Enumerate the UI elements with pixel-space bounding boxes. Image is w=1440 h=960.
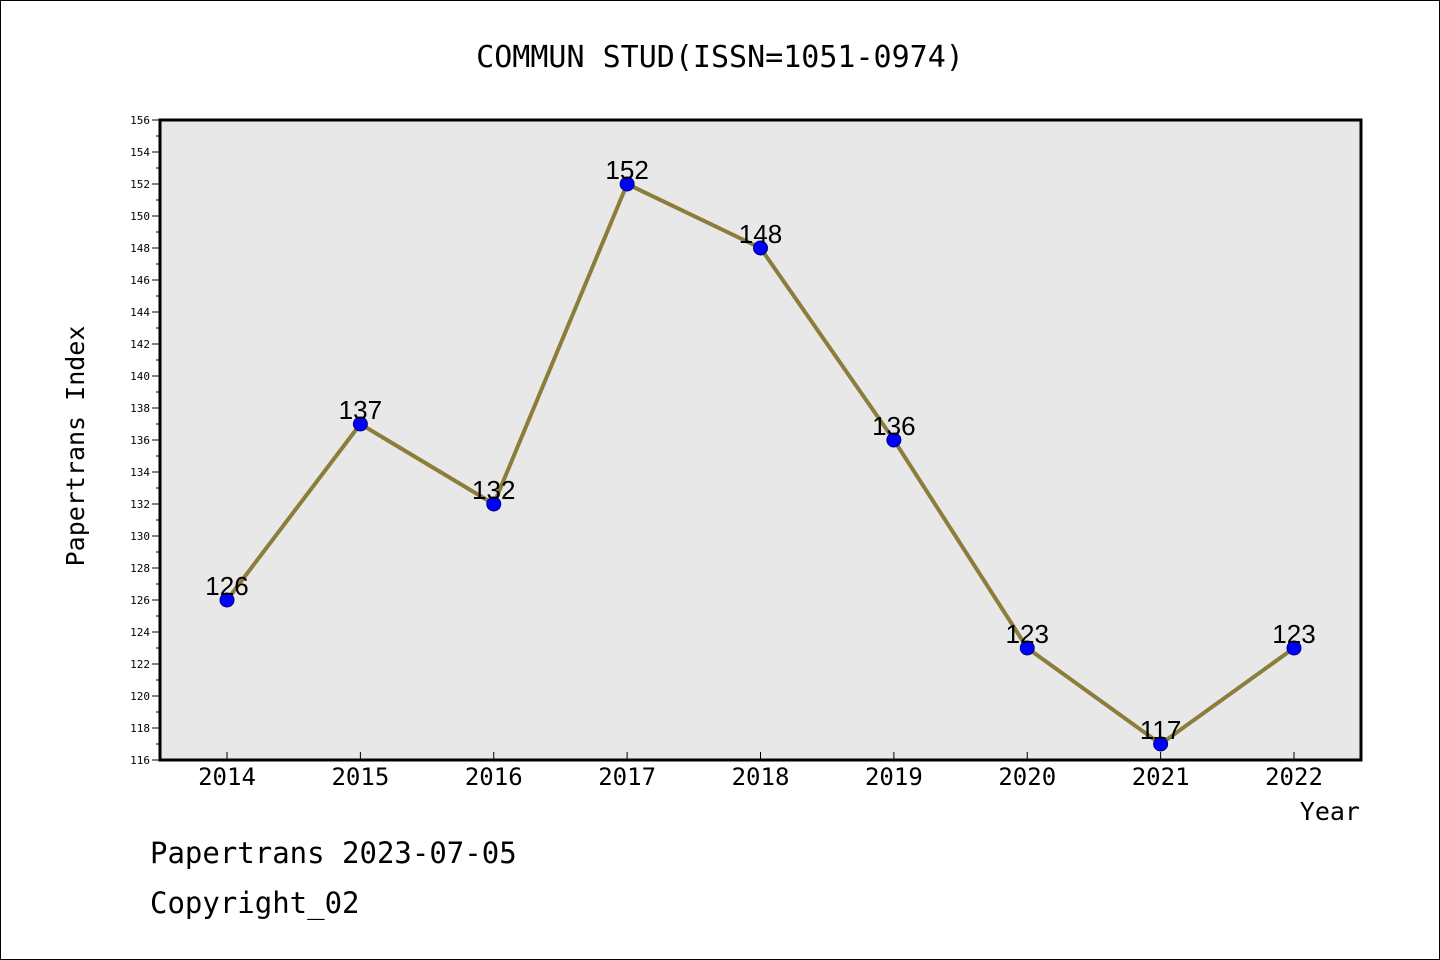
data-label: 136 bbox=[872, 411, 915, 441]
y-axis: 116 118 120 122 124 126 128 130 132 134 136 138 140 1… bbox=[130, 114, 160, 767]
y-tick-label: 144 bbox=[130, 306, 150, 319]
y-tick-label: 136 bbox=[130, 434, 150, 447]
data-point bbox=[886, 432, 902, 448]
data-point bbox=[1153, 736, 1169, 752]
x-tick-label: 2021 bbox=[1132, 763, 1190, 791]
y-tick-label: 132 bbox=[130, 498, 150, 511]
y-tick-label: 146 bbox=[130, 274, 150, 287]
y-tick-label: 126 bbox=[130, 594, 150, 607]
x-tick-label: 2018 bbox=[732, 763, 790, 791]
data-label: 117 bbox=[1140, 715, 1181, 745]
data-label: 148 bbox=[739, 219, 782, 249]
y-tick-label: 134 bbox=[130, 466, 150, 479]
data-point bbox=[219, 592, 235, 608]
data-point bbox=[486, 496, 502, 512]
data-point bbox=[1019, 640, 1035, 656]
data-label: 123 bbox=[1006, 619, 1049, 649]
x-tick-label: 2014 bbox=[198, 763, 256, 791]
footer-date: Papertrans 2023-07-05 bbox=[150, 836, 517, 870]
y-tick-label: 122 bbox=[130, 658, 150, 671]
data-label: 123 bbox=[1272, 619, 1315, 649]
data-label: 137 bbox=[339, 395, 382, 425]
data-point bbox=[1286, 640, 1302, 656]
y-tick-label: 130 bbox=[130, 530, 150, 543]
y-tick-label: 154 bbox=[130, 146, 150, 159]
series-layer: 126 137 132 152 148 136 123 117 123 bbox=[205, 155, 1316, 752]
y-axis-label: Papertrans Index bbox=[61, 326, 90, 567]
y-tick-label: 118 bbox=[130, 722, 150, 735]
plot-area bbox=[158, 118, 1363, 762]
y-tick-label: 156 bbox=[130, 114, 150, 127]
data-label: 126 bbox=[205, 571, 248, 601]
x-tick-label: 2015 bbox=[331, 763, 389, 791]
data-point bbox=[753, 240, 768, 256]
x-tick-label: 2016 bbox=[465, 763, 523, 791]
x-tick-label: 2022 bbox=[1265, 763, 1323, 791]
x-tick-label: 2020 bbox=[998, 763, 1056, 791]
x-tick-label: 2019 bbox=[865, 763, 923, 791]
y-tick-label: 148 bbox=[130, 242, 150, 255]
y-tick-label: 124 bbox=[130, 626, 150, 639]
y-tick-label: 120 bbox=[130, 690, 150, 703]
y-tick-label: 116 bbox=[130, 754, 150, 767]
y-tick-label: 138 bbox=[130, 402, 150, 415]
y-tick-label: 152 bbox=[130, 178, 150, 191]
y-tick-label: 128 bbox=[130, 562, 150, 575]
chart-title: COMMUN STUD(ISSN=1051-0974) bbox=[476, 40, 964, 75]
data-label: 152 bbox=[605, 155, 648, 185]
data-label: 132 bbox=[472, 475, 515, 505]
y-tick-label: 142 bbox=[130, 338, 150, 351]
x-axis-label: Year bbox=[1300, 797, 1360, 826]
x-axis: 2014 2015 2016 2017 2018 2019 2020 2021 2022 bbox=[198, 752, 1323, 791]
footer-copyright: Copyright_02 bbox=[150, 886, 360, 920]
y-tick-label: 140 bbox=[130, 370, 150, 383]
data-point bbox=[352, 416, 368, 432]
data-point bbox=[619, 176, 635, 192]
x-tick-label: 2017 bbox=[598, 763, 656, 791]
y-tick-label: 150 bbox=[130, 210, 150, 223]
